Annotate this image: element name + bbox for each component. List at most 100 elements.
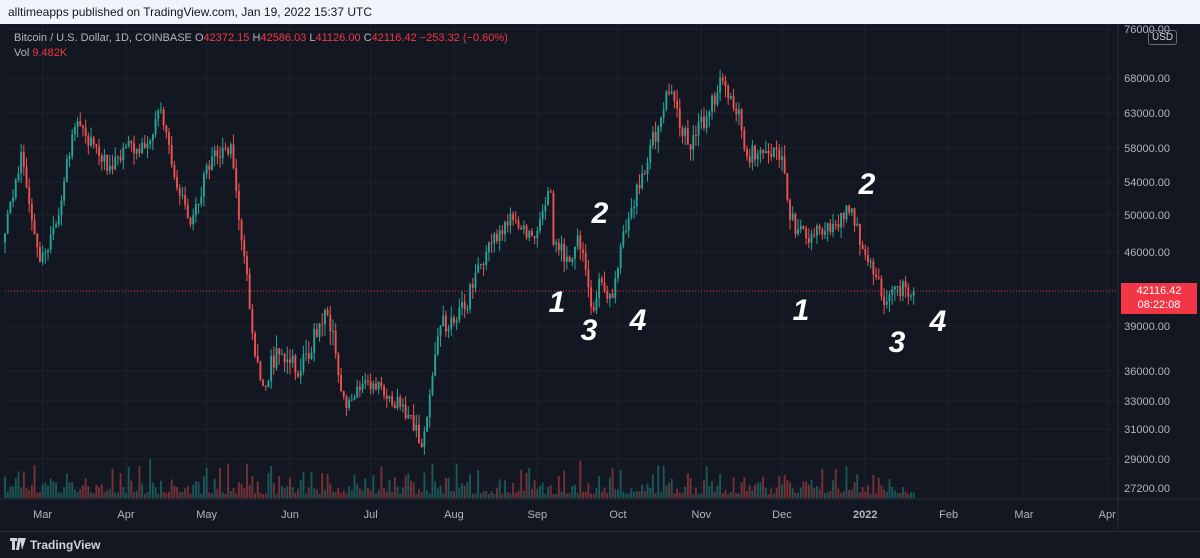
brand-name[interactable]: TradingView (30, 538, 101, 552)
volume-bar (224, 493, 227, 498)
candle-body (345, 396, 348, 408)
price-chart[interactable]: 27200.00 29000.00 31000.00 33000.00 36000.00… (0, 24, 1200, 531)
candle-body (348, 400, 351, 408)
candle-body (829, 223, 832, 233)
volume-bar (22, 471, 25, 498)
candle-body (116, 156, 119, 158)
candle-body (904, 281, 907, 288)
volume-bar (423, 472, 426, 498)
candle-body (364, 380, 367, 384)
candle-body (617, 267, 619, 279)
time-scale[interactable]: Mar Apr May Jun Jul Aug Sep Oct Nov Dec 2022 Feb Mar… (33, 509, 1116, 521)
candle-body (600, 278, 603, 283)
volume-bar (375, 493, 377, 498)
candle-body (821, 228, 824, 235)
volume-bar (643, 491, 646, 498)
candle-body (340, 374, 342, 391)
volume-bar (305, 493, 308, 498)
candle-body (458, 307, 461, 321)
candle-body (243, 240, 246, 257)
volume-bar (114, 492, 117, 498)
volume-bar (716, 485, 719, 498)
candle-body (383, 386, 386, 396)
candle-body (396, 396, 399, 409)
volume-bar (90, 492, 92, 498)
volume-bar (517, 490, 520, 498)
candle-body (318, 323, 321, 338)
currency-badge[interactable]: USD (1148, 30, 1178, 45)
volume-bar (4, 476, 6, 498)
close-label: C (363, 32, 372, 44)
candle-body (176, 177, 178, 189)
volume-bar (366, 487, 369, 498)
volume-bar (184, 488, 187, 498)
candle-body (141, 142, 144, 153)
volume-bar (893, 490, 896, 498)
candle-body (899, 286, 902, 297)
symbol-title[interactable]: Bitcoin / U.S. Dollar, 1D, COINBASE (14, 32, 192, 44)
volume-bar (259, 492, 262, 498)
candle-body (552, 192, 555, 245)
candle-body (466, 308, 469, 310)
volume-bar (345, 493, 348, 498)
volume-bar (106, 490, 109, 498)
candle-body (901, 281, 904, 297)
volume-bar (192, 484, 195, 498)
volume-bar (850, 489, 853, 498)
candle-body (377, 382, 380, 390)
candle-body (864, 249, 867, 256)
candle-body (557, 242, 560, 251)
candle-body (746, 148, 748, 157)
volume-bar (770, 488, 773, 498)
volume-bar (845, 466, 848, 498)
candle-body (471, 284, 474, 288)
candle-body (100, 155, 103, 162)
candle-body (684, 128, 687, 136)
volume-bar (133, 492, 135, 498)
volume-bar (880, 485, 883, 498)
candle-body (350, 399, 353, 401)
candle-body (694, 135, 697, 137)
candle-body (533, 235, 536, 239)
volume-bar (910, 492, 912, 498)
candle-body (197, 203, 200, 205)
candle-body (439, 326, 442, 336)
candle-body (686, 128, 689, 145)
candle-body (797, 229, 800, 235)
volume-bar (670, 478, 673, 498)
candle-body (574, 246, 576, 259)
price-tick-label: 27200.00 (1124, 483, 1170, 495)
volume-bar (418, 489, 420, 498)
volume-bar (30, 484, 33, 498)
candle-body (641, 173, 644, 189)
wave-label: 1 (549, 286, 566, 319)
volume-bar (471, 493, 474, 498)
volume-bar (111, 468, 114, 498)
grid-lines (0, 24, 1200, 531)
candle-body (772, 147, 775, 157)
volume-bar (700, 493, 703, 498)
volume-bar (358, 488, 361, 498)
volume-bar (350, 489, 353, 498)
candle-body (125, 146, 127, 148)
candle-body (633, 206, 636, 209)
candle-body (498, 230, 501, 242)
candle-body (135, 148, 138, 154)
candle-body (447, 328, 450, 332)
chart-legend: Bitcoin / U.S. Dollar, 1D, COINBASE O423… (14, 31, 508, 61)
volume-bar (888, 479, 891, 498)
candle-body (840, 213, 843, 228)
price-scale[interactable]: 27200.00 29000.00 31000.00 33000.00 36000.00… (1124, 24, 1170, 495)
candle-body (700, 116, 703, 122)
candle-body (184, 195, 187, 205)
candle-body (802, 225, 805, 229)
volume-bar (246, 463, 248, 498)
candle-body (108, 165, 111, 171)
candle-body (12, 197, 15, 203)
volume-bar (176, 486, 178, 498)
candle-body (826, 223, 829, 231)
candle-body (622, 231, 625, 247)
candle-body (461, 301, 463, 308)
volume-bar (740, 482, 743, 498)
volume-bar (759, 482, 762, 498)
